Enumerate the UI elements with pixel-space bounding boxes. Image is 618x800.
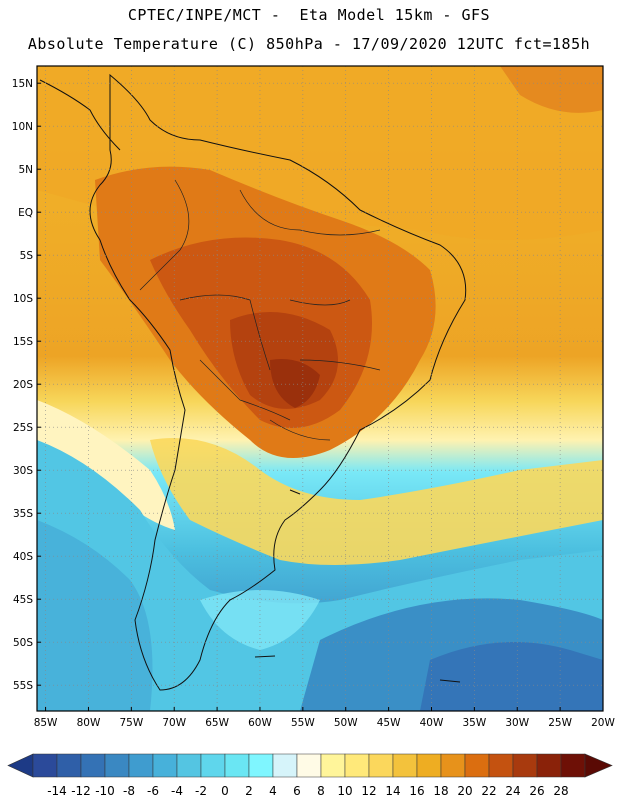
lon-label: 20W (591, 717, 615, 729)
lon-label: 55W (291, 717, 315, 729)
colorbar-swatch (512, 753, 538, 778)
colorbar-swatch (488, 753, 514, 778)
colorbar-label: 26 (529, 784, 544, 798)
colorbar-swatch (224, 753, 250, 778)
colorbar-swatch (32, 753, 58, 778)
colorbar-swatch (56, 753, 82, 778)
colorbar-label: 16 (409, 784, 424, 798)
colorbar-label: -6 (147, 784, 159, 798)
lat-label: 15N (12, 78, 33, 90)
colorbar-swatch (128, 753, 154, 778)
chart-title: CPTEC/INPE/MCT - Eta Model 15km - GFS (127, 6, 491, 24)
colorbar-label: 20 (457, 784, 472, 798)
colorbar-label: 6 (293, 784, 301, 798)
longitude-axis: 85W 80W 75W 70W 65W 60W 55W 50W 45W 40W 35W 30W 25W 2… (34, 707, 615, 729)
colorbar-label: 14 (385, 784, 400, 798)
colorbar-swatch (440, 753, 466, 778)
lat-label: 40S (13, 551, 33, 563)
colorbar-label: 4 (269, 784, 277, 798)
lat-label: 45S (13, 594, 33, 606)
lat-label: 30S (13, 465, 33, 477)
colorbar-label: 22 (481, 784, 496, 798)
lat-label: 20S (13, 379, 33, 391)
country-borders (139, 179, 381, 441)
lon-label: 70W (162, 717, 186, 729)
lon-label: 50W (334, 717, 358, 729)
lon-label: 40W (420, 717, 444, 729)
colorbar-swatch (560, 753, 586, 778)
lon-label: 45W (377, 717, 401, 729)
chart-subtitle: Absolute Temperature (C) 850hPa - 17/09/… (27, 35, 591, 53)
lon-label: 80W (77, 717, 101, 729)
colorbar-label: -4 (171, 784, 183, 798)
map-frame (36, 65, 604, 712)
lon-label: 65W (205, 717, 229, 729)
colorbar-swatch (200, 753, 226, 778)
lat-label: EQ (18, 207, 33, 219)
colorbar-label: 12 (361, 784, 376, 798)
colorbar-swatch (416, 753, 442, 778)
lon-label: 25W (548, 717, 572, 729)
colorbar-swatch (296, 753, 322, 778)
colorbar-min-arrow (7, 753, 34, 778)
lat-label: 55S (13, 680, 33, 692)
lon-label: 35W (462, 717, 486, 729)
lon-label: 60W (248, 717, 272, 729)
temperature-field (37, 66, 603, 711)
lon-label: 30W (505, 717, 529, 729)
lat-label: 5N (18, 164, 33, 176)
lat-label: 5S (20, 250, 34, 262)
colorbar-swatch (152, 753, 178, 778)
colorbar-swatch (392, 753, 418, 778)
lat-label: 35S (13, 508, 33, 520)
colorbar-max-arrow (584, 753, 613, 778)
colorbar-label: 28 (553, 784, 568, 798)
coastlines (39, 73, 467, 691)
colorbar-label: 18 (433, 784, 448, 798)
colorbar-label: 8 (317, 784, 325, 798)
colorbar-label: -2 (195, 784, 207, 798)
colorbar-swatch (176, 753, 202, 778)
lon-label: 85W (34, 717, 58, 729)
latitude-axis: 15N 10N 5N EQ 5S 10S 15S 20S 25S 30S 35S 40S 45S 50S 5… (12, 78, 41, 692)
colorbar-swatch (536, 753, 562, 778)
lat-label: 10S (13, 293, 33, 305)
colorbar-swatch (80, 753, 106, 778)
lat-label: 15S (13, 336, 33, 348)
colorbar-label: 10 (337, 784, 352, 798)
colorbar-swatch (248, 753, 274, 778)
colorbar-label: 0 (221, 784, 229, 798)
colorbar-swatch (320, 753, 346, 778)
colorbar-label: -10 (95, 784, 115, 798)
colorbar-swatch (272, 753, 298, 778)
colorbar-label: -12 (71, 784, 91, 798)
colorbar-label: 2 (245, 784, 253, 798)
colorbar: -14 -12 -10 -8 -6 -4 -2 0 2 4 6 8 10 12 14 16 18 20 22 24 26… (7, 753, 613, 798)
lat-label: 50S (13, 637, 33, 649)
lat-label: 25S (13, 422, 33, 434)
colorbar-swatch (368, 753, 394, 778)
colorbar-label: 24 (505, 784, 520, 798)
lat-label: 10N (12, 121, 33, 133)
colorbar-swatch (104, 753, 130, 778)
colorbar-swatch (464, 753, 490, 778)
colorbar-label: -8 (123, 784, 135, 798)
lon-label: 75W (119, 717, 143, 729)
colorbar-label: -14 (47, 784, 67, 798)
colorbar-swatch (344, 753, 370, 778)
